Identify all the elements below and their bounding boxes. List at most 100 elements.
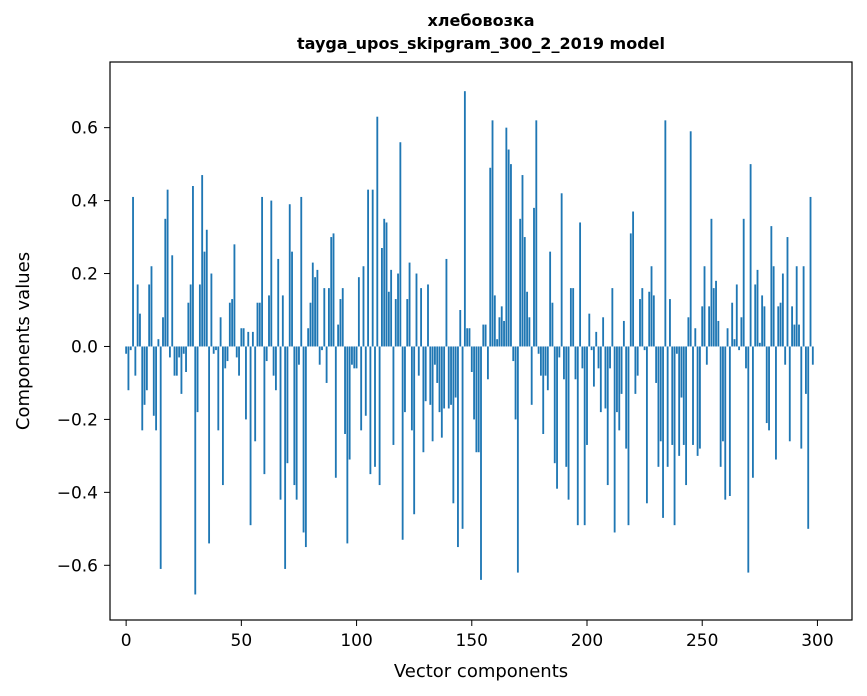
bar-149 xyxy=(468,328,471,347)
bar-16 xyxy=(162,317,164,347)
bar-271 xyxy=(749,164,752,347)
bar-72 xyxy=(291,251,293,347)
bar-57 xyxy=(256,302,259,347)
bar-25 xyxy=(182,346,185,354)
bar-173 xyxy=(523,237,526,347)
bar-109 xyxy=(376,116,379,347)
bar-139 xyxy=(445,258,448,347)
x-tick-label-300: 300 xyxy=(801,631,833,651)
bar-212 xyxy=(613,346,616,533)
bar-166 xyxy=(507,149,510,347)
bar-88 xyxy=(327,288,330,347)
bar-160 xyxy=(493,295,496,347)
bar-291 xyxy=(795,266,798,347)
bar-252 xyxy=(705,346,708,365)
plot-frame xyxy=(109,61,853,621)
y-tick-label-5: 0.4 xyxy=(71,192,98,212)
bar-107 xyxy=(371,189,374,347)
bar-230 xyxy=(655,346,658,383)
bar-64 xyxy=(272,346,275,376)
bar-134 xyxy=(433,346,436,365)
bar-159 xyxy=(491,120,494,347)
bar-176 xyxy=(530,346,533,405)
bar-127 xyxy=(417,346,420,376)
bar-41 xyxy=(219,317,222,347)
bar-81 xyxy=(311,262,314,347)
bar-111 xyxy=(380,248,383,347)
bar-162 xyxy=(498,317,501,347)
bar-236 xyxy=(669,299,671,347)
bar-226 xyxy=(645,346,648,504)
bar-249 xyxy=(698,346,701,449)
y-axis: −0.6 −0.4 −0.2 0.0 0.2 0.4 0.6 xyxy=(57,119,110,576)
bar-66 xyxy=(277,258,280,347)
bar-145 xyxy=(459,310,462,347)
bar-181 xyxy=(542,346,545,434)
bar-246 xyxy=(692,346,694,445)
chart-title: хлебовозка xyxy=(427,11,535,30)
bar-272 xyxy=(751,346,754,478)
bar-152 xyxy=(475,346,478,453)
bar-154 xyxy=(480,346,482,580)
bar-26 xyxy=(185,346,187,372)
bar-86 xyxy=(323,288,326,347)
bar-188 xyxy=(558,346,561,358)
bar-251 xyxy=(703,266,706,347)
bar-203 xyxy=(592,346,595,387)
y-tick-label-2: −0.2 xyxy=(57,410,98,430)
bar-200 xyxy=(586,346,588,445)
bar-54 xyxy=(249,346,252,526)
bar-35 xyxy=(205,229,208,347)
bar-278 xyxy=(765,346,768,424)
bar-14 xyxy=(157,339,160,347)
bar-155 xyxy=(482,324,485,347)
bar-298 xyxy=(811,346,814,365)
y-tick-label-0: −0.6 xyxy=(57,556,98,576)
bar-216 xyxy=(622,320,625,347)
bar-264 xyxy=(733,339,736,347)
bar-165 xyxy=(505,127,508,347)
bar-186 xyxy=(553,346,556,464)
bar-182 xyxy=(544,346,547,376)
bar-62 xyxy=(268,295,270,347)
bar-196 xyxy=(576,346,579,526)
bar-262 xyxy=(728,346,731,496)
bar-67 xyxy=(279,346,282,500)
bar-101 xyxy=(357,277,360,347)
bar-80 xyxy=(309,302,312,347)
bar-268 xyxy=(742,218,745,347)
bar-270 xyxy=(747,346,750,573)
bar-187 xyxy=(556,346,558,489)
bar-204 xyxy=(595,331,598,347)
bar-11 xyxy=(150,266,153,347)
bar-221 xyxy=(634,346,637,394)
bar-133 xyxy=(431,346,434,442)
bar-239 xyxy=(675,346,678,354)
bar-169 xyxy=(514,346,517,420)
bar-48 xyxy=(235,346,238,358)
bar-273 xyxy=(754,284,757,347)
bar-52 xyxy=(245,346,247,420)
bar-38 xyxy=(212,346,215,354)
bar-76 xyxy=(300,196,303,347)
bar-123 xyxy=(408,262,411,347)
bar-137 xyxy=(440,346,443,438)
bar-206 xyxy=(599,346,602,413)
bar-104 xyxy=(364,346,367,416)
bar-82 xyxy=(314,277,317,347)
bar-257 xyxy=(717,320,720,347)
bar-83 xyxy=(316,269,319,347)
bar-144 xyxy=(457,346,459,548)
bar-56 xyxy=(254,346,257,442)
bar-73 xyxy=(293,346,296,486)
bar-50 xyxy=(240,328,243,347)
bar-240 xyxy=(678,346,681,456)
bar-20 xyxy=(171,255,174,347)
bar-46 xyxy=(231,299,234,347)
bar-112 xyxy=(383,218,386,347)
bar-198 xyxy=(581,346,584,369)
bar-40 xyxy=(217,346,220,431)
x-tick-label-100: 100 xyxy=(340,631,372,651)
bar-170 xyxy=(516,346,519,573)
bar-105 xyxy=(367,189,370,347)
